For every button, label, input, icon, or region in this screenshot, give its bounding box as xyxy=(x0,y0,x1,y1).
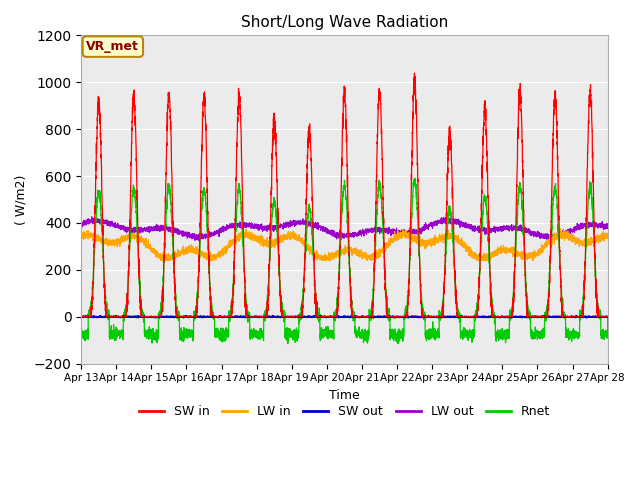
LW out xyxy=(325,228,333,233)
LW out xyxy=(463,225,470,230)
Rnet xyxy=(394,341,402,347)
Rnet xyxy=(324,329,332,335)
LW out xyxy=(88,214,95,220)
LW out xyxy=(492,224,500,230)
SW in xyxy=(604,314,612,320)
LW in xyxy=(157,258,164,264)
LW in xyxy=(433,239,441,245)
SW in xyxy=(172,308,180,313)
Rnet xyxy=(463,334,470,339)
LW in xyxy=(556,226,564,231)
Line: SW in: SW in xyxy=(81,73,608,317)
SW out xyxy=(77,313,85,319)
SW out xyxy=(463,314,470,320)
Rnet xyxy=(433,334,441,339)
LW out xyxy=(433,219,441,225)
SW out xyxy=(269,312,276,318)
LW out xyxy=(77,222,85,228)
Rnet xyxy=(604,332,611,337)
LW out xyxy=(195,238,203,244)
SW in xyxy=(604,314,611,320)
LW in xyxy=(463,241,470,247)
Legend: SW in, LW in, SW out, LW out, Rnet: SW in, LW in, SW out, LW out, Rnet xyxy=(134,400,555,423)
Line: Rnet: Rnet xyxy=(81,179,608,344)
LW in xyxy=(172,251,180,256)
SW out xyxy=(172,314,180,320)
SW out xyxy=(604,314,612,320)
Rnet xyxy=(492,331,500,337)
Title: Short/Long Wave Radiation: Short/Long Wave Radiation xyxy=(241,15,448,30)
SW in xyxy=(77,314,85,320)
Line: LW out: LW out xyxy=(81,217,608,241)
LW out xyxy=(604,222,612,228)
SW in xyxy=(463,314,470,320)
SW out xyxy=(433,314,441,320)
Rnet xyxy=(172,293,180,299)
SW in xyxy=(324,314,332,320)
Line: LW in: LW in xyxy=(81,228,608,261)
Text: VR_met: VR_met xyxy=(86,40,140,53)
LW in xyxy=(604,235,611,241)
LW in xyxy=(492,250,500,256)
Rnet xyxy=(604,314,612,320)
Line: SW out: SW out xyxy=(81,315,608,318)
SW in xyxy=(492,314,500,320)
Rnet xyxy=(77,335,85,341)
LW out xyxy=(172,226,180,231)
SW in xyxy=(411,71,419,76)
Y-axis label: ( W/m2): ( W/m2) xyxy=(15,174,28,225)
LW in xyxy=(604,232,612,238)
LW in xyxy=(77,234,85,240)
SW in xyxy=(433,314,441,320)
SW out xyxy=(492,313,500,319)
X-axis label: Time: Time xyxy=(329,389,360,402)
LW out xyxy=(604,222,611,228)
SW out xyxy=(604,314,611,320)
SW out xyxy=(369,315,377,321)
SW out xyxy=(324,313,332,319)
LW in xyxy=(324,256,332,262)
Rnet xyxy=(412,176,419,181)
